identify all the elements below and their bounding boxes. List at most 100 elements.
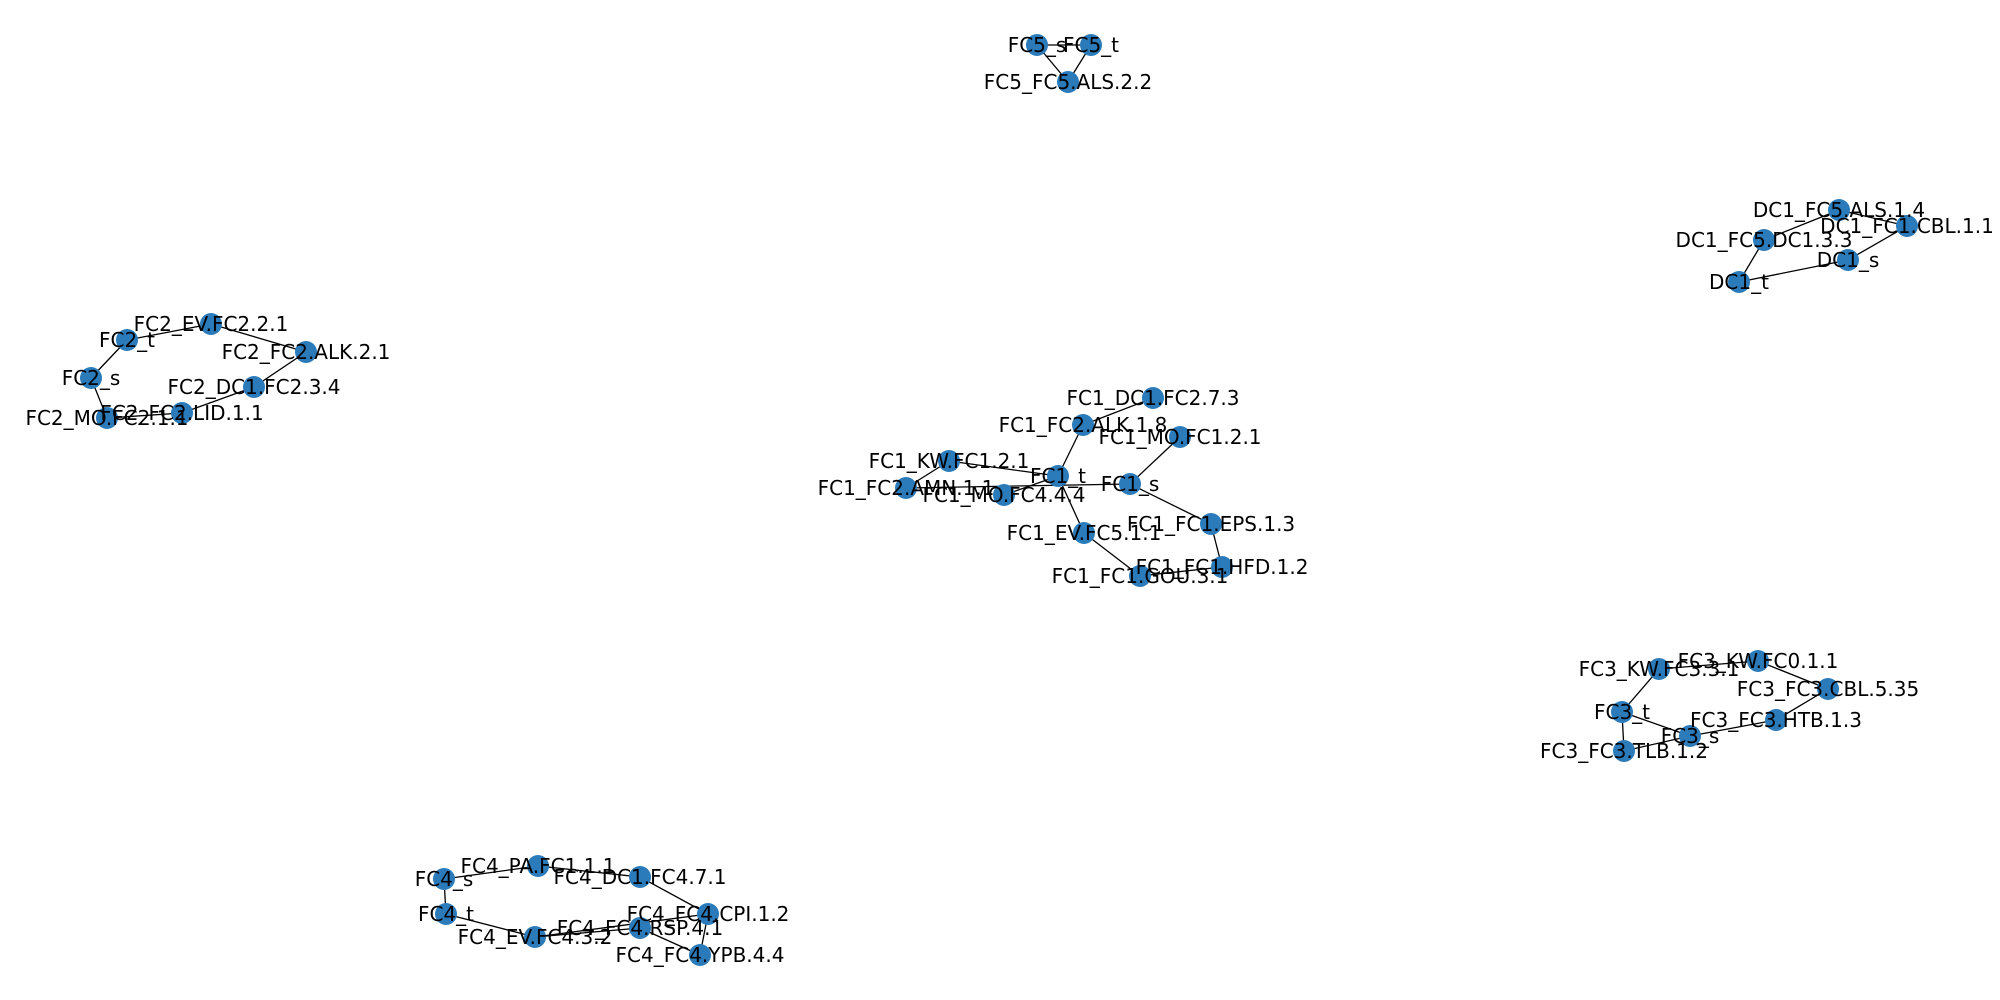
node-label-fc1-dc1-fc2-7-3: FC1_DC1.FC2.7.3 [1067,386,1240,410]
node-dc1-t [1728,271,1750,293]
node-label-fc2-s: FC2_s [62,366,121,390]
node-fc2-fc2-lid-1-1 [171,402,193,424]
node-label-fc2-ev-fc2-2-1: FC2_EV.FC2.2.1 [134,312,289,336]
edge-fc2-fc2-lid-1-1--fc2-dc1-fc2-3-4 [181,386,255,414]
node-label-dc1-fc1-cbl-1-1: DC1_FC1.CBL.1.1 [1820,214,1994,238]
node-label-fc4-ev-fc4-3-2: FC4_EV.FC4.3.2 [458,925,613,949]
node-label-fc3-kw-fc3-3-1: FC3_KW.FC3.3.1 [1579,657,1740,681]
node-fc1-mo-fc4-4-4 [993,484,1015,506]
edge-fc4-dc1-fc4-7-1--fc4-fc4-cpi-1-2 [639,876,709,915]
node-fc4-dc1-fc4-7-1 [629,866,651,888]
node-label-dc1-t: DC1_t [1709,270,1769,294]
node-dc1-fc5-als-1-4 [1828,199,1850,221]
node-label-dc1-fc5-als-1-4: DC1_FC5.ALS.1.4 [1753,198,1925,222]
edge-fc1-dc1-fc2-7-3--fc1-fc2-alk-1-8 [1082,397,1154,426]
node-fc3-fc3-tlb-1-2 [1613,740,1635,762]
edge-fc1-kw-fc1-2-1--fc1-t [948,460,1059,477]
node-label-fc1-t: FC1_t [1030,464,1086,488]
node-label-fc4-fc4-cpi-1-2: FC4_FC4.CPI.1.2 [627,902,790,926]
node-fc3-kw-fc0-1-1 [1747,650,1769,672]
node-fc5-s [1026,34,1048,56]
node-fc3-s [1679,725,1701,747]
node-label-fc1-fc1-hfd-1-2: FC1_FC1.HFD.1.2 [1136,555,1309,579]
node-fc1-fc1-eps-1-3 [1200,513,1222,535]
edge-fc1-fc2-amn-1-1--fc1-s [905,483,1131,489]
node-label-fc5-t: FC5_t [1063,33,1119,57]
node-fc1-mo-fc1-2-1 [1169,426,1191,448]
edge-fc4-ev-fc4-3-2--fc4-t [445,913,536,938]
node-fc5-fc5-als-2-2 [1057,71,1079,93]
edge-fc1-mo-fc1-2-1--fc1-s [1129,436,1181,485]
node-dc1-fc5-dc1-3-3 [1753,229,1775,251]
edge-fc4-fc4-rsp-4-1--fc4-ev-fc4-3-2 [534,927,641,938]
node-fc1-t [1047,465,1069,487]
node-fc5-t [1080,34,1102,56]
edge-fc2-ev-fc2-2-1--fc2-fc2-alk-2-1 [210,323,307,353]
node-label-fc2-fc2-alk-2-1: FC2_FC2.ALK.2.1 [222,340,391,364]
node-label-fc1-mo-fc4-4-4: FC1_MO.FC4.4.4 [922,483,1085,507]
node-label-fc1-kw-fc1-2-1: FC1_KW.FC1.2.1 [869,449,1030,473]
node-label-fc4-pa-fc1-1-1: FC4_PA.FC1.1.1 [460,854,615,878]
node-label-fc4-dc1-fc4-7-1: FC4_DC1.FC4.7.1 [554,865,727,889]
node-label-fc3-kw-fc0-1-1: FC3_KW.FC0.1.1 [1678,649,1839,673]
edge-fc4-fc4-cpi-1-2--fc4-ev-fc4-3-2 [534,913,709,938]
node-fc3-fc3-htb-1-3 [1765,709,1787,731]
node-fc2-ev-fc2-2-1 [200,313,222,335]
node-fc4-t [435,903,457,925]
node-fc4-fc4-cpi-1-2 [697,903,719,925]
node-fc1-dc1-fc2-7-3 [1142,387,1164,409]
node-label-fc3-fc3-htb-1-3: FC3_FC3.HTB.1.3 [1690,708,1862,732]
node-fc1-s [1119,473,1141,495]
node-fc1-fc2-alk-1-8 [1072,414,1094,436]
node-label-fc1-fc1-gou-3-1: FC1_FC1.GOU.3.1 [1052,564,1229,588]
node-label-fc1-fc2-alk-1-8: FC1_FC2.ALK.1.8 [999,413,1168,437]
node-layer [80,34,1918,966]
node-fc4-fc4-ypb-4-4 [689,944,711,966]
edge-dc1-fc5-als-1-4--dc1-fc5-dc1-3-3 [1763,209,1840,241]
node-fc1-fc1-hfd-1-2 [1211,556,1233,578]
node-label-dc1-fc5-dc1-3-3: DC1_FC5.DC1.3.3 [1676,228,1853,252]
edge-fc1-fc1-eps-1-3--fc1-s [1129,483,1212,525]
node-fc3-kw-fc3-3-1 [1648,658,1670,680]
node-fc3-t [1611,701,1633,723]
node-label-fc1-s: FC1_s [1101,472,1160,496]
node-label-fc5-s: FC5_s [1008,33,1067,57]
node-fc2-s [80,367,102,389]
node-fc2-fc2-alk-2-1 [295,341,317,363]
node-label-fc2-mo-fc2-1-1: FC2_MO.FC2.1.1 [25,406,188,430]
node-fc4-fc4-rsp-4-1 [629,917,651,939]
node-fc1-kw-fc1-2-1 [938,450,960,472]
edge-fc4-pa-fc1-1-1--fc4-dc1-fc4-7-1 [537,865,641,878]
node-fc4-pa-fc1-1-1 [527,855,549,877]
node-fc2-mo-fc2-1-1 [96,407,118,429]
node-label-fc4-s: FC4_s [415,867,474,891]
node-label-fc3-fc3-cbl-5-35: FC3_FC3.CBL.5.35 [1737,677,1919,701]
node-fc1-fc2-amn-1-1 [895,477,917,499]
edge-dc1-s--dc1-t [1738,259,1849,283]
node-label-fc4-fc4-rsp-4-1: FC4_FC4.RSP.4.1 [557,916,723,940]
edge-dc1-fc1-cbl-1-1--dc1-s [1847,225,1908,261]
node-fc2-dc1-fc2-3-4 [243,376,265,398]
edge-fc3-kw-fc0-1-1--fc3-fc3-cbl-5-35 [1757,660,1829,690]
node-label-fc1-fc1-eps-1-3: FC1_FC1.EPS.1.3 [1127,512,1295,536]
edge-fc4-s--fc4-pa-fc1-1-1 [443,865,539,880]
node-label-fc2-t: FC2_t [99,328,155,352]
node-label-dc1-s: DC1_s [1817,248,1880,272]
node-dc1-fc1-cbl-1-1 [1896,215,1918,237]
edge-fc3-t--fc3-s [1621,711,1691,737]
node-label-fc4-fc4-ypb-4-4: FC4_FC4.YPB.4.4 [616,943,785,967]
node-fc3-fc3-cbl-5-35 [1817,678,1839,700]
node-label-fc1-mo-fc1-2-1: FC1_MO.FC1.2.1 [1098,425,1261,449]
node-label-fc2-fc2-lid-1-1: FC2_FC2.LID.1.1 [100,401,263,425]
node-fc4-s [433,868,455,890]
node-label-fc3-t: FC3_t [1594,700,1650,724]
edge-fc1-fc1-gou-3-1--fc1-fc1-hfd-1-2 [1139,566,1223,577]
edge-fc3-kw-fc0-1-1--fc3-kw-fc3-3-1 [1658,660,1759,670]
node-label-fc1-fc2-amn-1-1: FC1_FC2.AMN.1.1 [818,476,995,500]
node-label-fc3-fc3-tlb-1-2: FC3_FC3.TLB.1.2 [1540,739,1708,763]
node-label-fc4-t: FC4_t [418,902,474,926]
node-dc1-s [1837,249,1859,271]
node-fc2-t [116,329,138,351]
node-fc1-fc1-gou-3-1 [1129,565,1151,587]
